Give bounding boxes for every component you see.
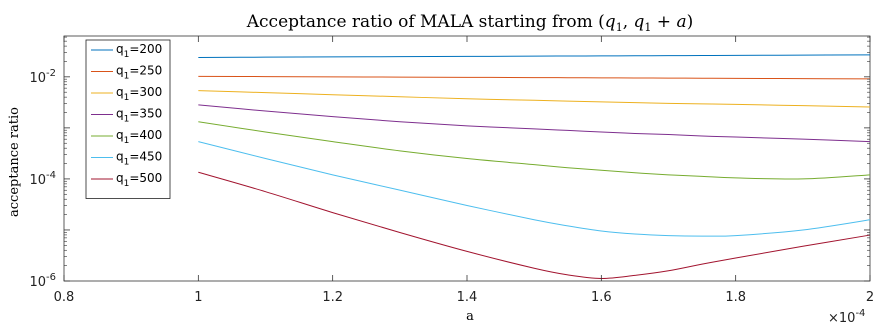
y-axis-label: acceptance ratio bbox=[7, 107, 22, 217]
legend-entry: q1=400 bbox=[116, 128, 162, 146]
legend-entry: q1=500 bbox=[116, 171, 162, 189]
chart-title: Acceptance ratio of MALA starting from (… bbox=[246, 12, 693, 34]
legend-entry: q1=250 bbox=[116, 64, 162, 82]
series-line-q1-450 bbox=[198, 141, 871, 237]
x-tick-label: 1.2 bbox=[322, 290, 343, 305]
legend-entry: q1=350 bbox=[116, 107, 162, 125]
y-tick-label: 10-4 bbox=[29, 170, 56, 188]
series-line-q1-250 bbox=[198, 75, 871, 80]
y-tick-label: 10-2 bbox=[29, 68, 56, 86]
x-axis-label: a bbox=[466, 309, 474, 324]
series-line-q1-200 bbox=[198, 54, 871, 58]
x-tick-label: 1.4 bbox=[457, 290, 478, 305]
x-tick-label: 1 bbox=[194, 290, 202, 305]
series-line-q1-500 bbox=[198, 171, 871, 279]
legend-entry: q1=200 bbox=[116, 42, 162, 60]
series-layer bbox=[198, 54, 871, 279]
legend-entry: q1=450 bbox=[116, 150, 162, 168]
x-tick-label: 1.8 bbox=[725, 290, 746, 305]
x-tick-label: 1.6 bbox=[591, 290, 612, 305]
x-multiplier-label: ×10-4 bbox=[828, 308, 865, 325]
y-tick-label: 10-6 bbox=[29, 272, 56, 290]
ticks-layer: 0.8 1 1.2 1.4 1.6 1.8 2 10-6 10-4 10-2 bbox=[29, 36, 874, 305]
legend-box bbox=[85, 39, 171, 199]
series-line-q1-300 bbox=[198, 90, 871, 108]
x-tick-label: 0.8 bbox=[54, 290, 75, 305]
legend-entry: q1=300 bbox=[116, 85, 162, 103]
x-tick-label: 2 bbox=[866, 290, 874, 305]
legend: q1=200 q1=250 q1=300 q1=350 q1=400 q1=450 q1=5… bbox=[85, 39, 171, 199]
series-line-q1-400 bbox=[198, 121, 871, 180]
series-line-q1-350 bbox=[198, 104, 871, 143]
